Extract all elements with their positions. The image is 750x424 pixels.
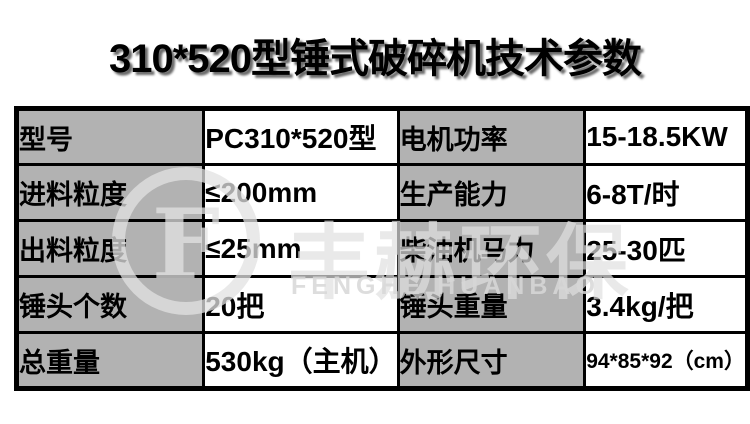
table-row: 进料粒度 ≤200mm 生产能力 6-8T/时 bbox=[14, 163, 749, 222]
spec-label: 电机功率 bbox=[396, 107, 587, 166]
spec-label: 锤头个数 bbox=[14, 275, 206, 334]
spec-label: 出料粒度 bbox=[14, 219, 206, 278]
spec-value: 25-30匹 bbox=[583, 219, 749, 278]
spec-label: 生产能力 bbox=[396, 163, 587, 222]
table-row: 锤头个数 20把 锤头重量 3.4kg/把 bbox=[14, 275, 749, 334]
spec-value: 3.4kg/把 bbox=[583, 275, 749, 334]
spec-value: PC310*520型 bbox=[202, 107, 400, 166]
spec-label: 总重量 bbox=[14, 331, 206, 390]
spec-value: 20把 bbox=[202, 275, 400, 334]
spec-value: 15-18.5KW bbox=[583, 107, 749, 166]
spec-label: 锤头重量 bbox=[396, 275, 587, 334]
spec-table-body: 型号 PC310*520型 电机功率 15-18.5KW 进料粒度 ≤200mm 生产能力 6… bbox=[14, 107, 749, 390]
page-title: 310*520型锤式破碎机技术参数 bbox=[108, 37, 642, 81]
spec-table: 型号 PC310*520型 电机功率 15-18.5KW 进料粒度 ≤200mm 生产能力 6… bbox=[14, 106, 750, 391]
table-row: 型号 PC310*520型 电机功率 15-18.5KW bbox=[14, 107, 749, 166]
spec-value: 94*85*92（cm） bbox=[583, 331, 749, 390]
spec-label: 外形尺寸 bbox=[396, 331, 587, 390]
spec-value: 6-8T/时 bbox=[583, 163, 749, 222]
spec-label: 柴油机马力 bbox=[396, 219, 587, 278]
spec-value: 530kg（主机） bbox=[202, 331, 400, 390]
spec-value: ≤200mm bbox=[202, 163, 400, 222]
table-row: 总重量 530kg（主机） 外形尺寸 94*85*92（cm） bbox=[14, 331, 749, 390]
spec-label: 型号 bbox=[14, 107, 206, 166]
table-row: 出料粒度 ≤25mm 柴油机马力 25-30匹 bbox=[14, 219, 749, 278]
spec-label: 进料粒度 bbox=[14, 163, 206, 222]
spec-value: ≤25mm bbox=[202, 219, 400, 278]
